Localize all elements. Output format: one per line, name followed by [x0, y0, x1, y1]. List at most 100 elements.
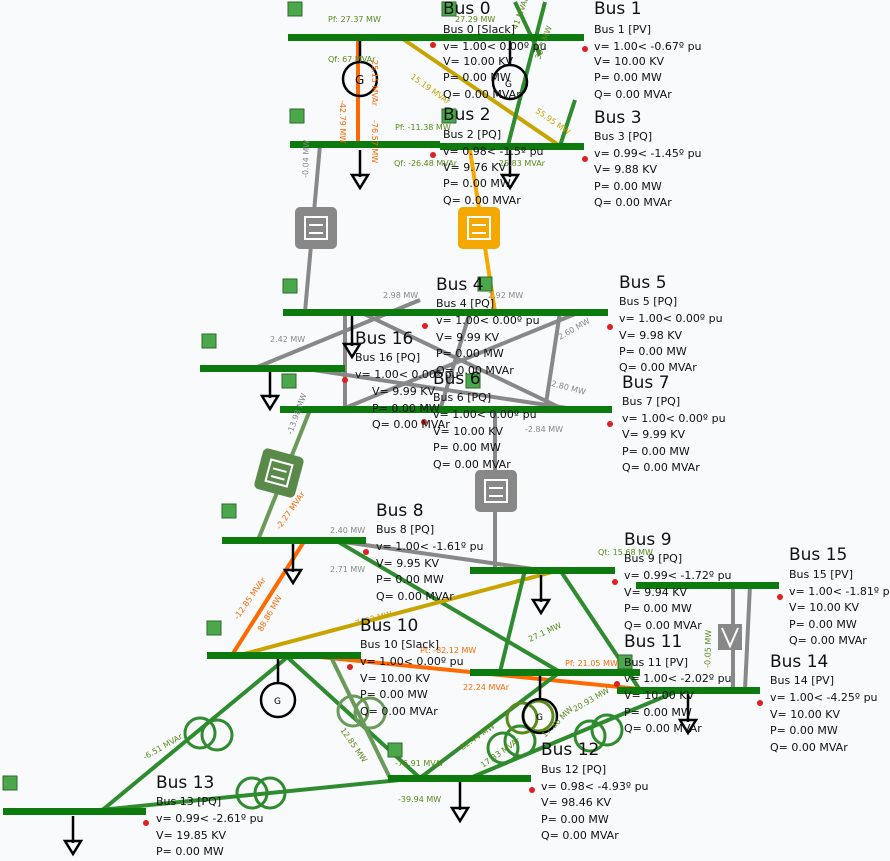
bus-bar-8[interactable]: [222, 537, 366, 544]
load-arrow-icon[interactable]: [499, 150, 521, 191]
generator-icon[interactable]: G: [341, 40, 379, 98]
status-marker: [363, 549, 369, 555]
transformer-circles-icon[interactable]: [183, 716, 234, 752]
bus-info: v= 1.00< 0.00º pu: [443, 40, 547, 53]
node-square[interactable]: [281, 373, 297, 389]
line-bus2-bus3-green[interactable]: [558, 99, 577, 147]
bus-bar-3[interactable]: [440, 143, 584, 150]
bus-info: Bus 10 [Slack]: [360, 638, 439, 651]
line-bus11-bus12[interactable]: [418, 670, 562, 780]
bus-info: P= 0.00 MW: [436, 347, 504, 360]
line-bus15-bus14-b[interactable]: [743, 584, 752, 691]
flow-label: Qf: -26.48 MVAr: [394, 159, 458, 168]
load-arrow-icon[interactable]: [282, 544, 304, 586]
bus-bar-2[interactable]: [290, 141, 440, 148]
load-arrow-icon[interactable]: [449, 782, 471, 824]
transformer-icon[interactable]: [295, 207, 337, 249]
load-arrow-icon[interactable]: [341, 316, 363, 360]
bus-info: v= 1.00< 0.00º pu: [433, 408, 537, 421]
bus-bar-11[interactable]: [470, 669, 640, 676]
bus-bar-12[interactable]: [388, 775, 531, 782]
bus-info: v= 0.98< -1.5º pu: [443, 145, 544, 158]
node-square[interactable]: [387, 742, 403, 758]
bus-bar-9[interactable]: [470, 567, 615, 574]
generator-icon[interactable]: G: [521, 675, 559, 735]
bus-info: v= 1.00< 0.00º pu: [360, 655, 464, 668]
bus-bar-1[interactable]: [440, 34, 584, 41]
bus-info: V= 9.94 KV: [624, 586, 687, 599]
node-square[interactable]: [465, 373, 481, 389]
line-bus0-bus3[interactable]: [398, 35, 562, 148]
bus-info: Bus 14 [PV]: [770, 674, 834, 687]
bus-title: Bus 4: [436, 275, 484, 295]
bus-bar-10[interactable]: [207, 652, 361, 659]
line-bus0-bus1-a[interactable]: [513, 1, 542, 56]
line-bus9-bus10[interactable]: [239, 568, 561, 657]
bus-bar-5[interactable]: [473, 309, 608, 316]
svg-text:G: G: [274, 697, 281, 707]
bus-info: P= 0.00 MW: [624, 706, 692, 719]
node-square[interactable]: [2, 775, 18, 791]
node-square[interactable]: [441, 108, 457, 124]
bus-title: Bus 10: [360, 616, 418, 636]
flow-label: 2.71 MW: [330, 565, 365, 574]
bus-bar-13[interactable]: [3, 808, 146, 815]
transformer-icon[interactable]: [253, 447, 304, 498]
bus-info: Bus 2 [PQ]: [443, 128, 501, 141]
line-bus10-bus12-b[interactable]: [328, 654, 392, 779]
transformer-circles-icon[interactable]: [486, 724, 537, 765]
transformer-icon[interactable]: [475, 470, 517, 512]
bus-title: Bus 3: [594, 108, 642, 128]
line-bus9-bus11-a[interactable]: [498, 569, 527, 673]
line-bus4-bus7[interactable]: [438, 311, 472, 411]
node-square[interactable]: [287, 1, 303, 17]
line-bus8-bus9[interactable]: [329, 538, 541, 572]
bus-bar-6[interactable]: [280, 406, 430, 413]
node-square[interactable]: [201, 333, 217, 349]
node-square[interactable]: [477, 276, 493, 292]
transformer-icon[interactable]: [458, 207, 500, 249]
load-arrow-icon[interactable]: [349, 150, 371, 191]
bus-bar-16[interactable]: [200, 365, 345, 372]
transformer-circles-icon[interactable]: [235, 776, 287, 810]
transformer-circles-icon[interactable]: [336, 694, 387, 730]
node-square[interactable]: [617, 654, 633, 670]
bus-info: V= 9.99 KV: [372, 385, 435, 398]
line-bus13-bus12[interactable]: [99, 776, 421, 812]
bus-bar-14[interactable]: [617, 687, 760, 694]
status-marker: [430, 152, 436, 158]
transformer-circles-icon[interactable]: [573, 713, 624, 753]
node-square[interactable]: [289, 108, 305, 124]
generator-icon[interactable]: G: [259, 657, 297, 719]
status-marker: [582, 156, 588, 162]
status-marker: [614, 681, 620, 687]
line-bus10-bus13[interactable]: [98, 653, 292, 814]
line-bus8-bus11[interactable]: [333, 538, 562, 674]
line-bus5-bus7[interactable]: [543, 311, 562, 411]
bus-info: v= 0.99< -2.61º pu: [156, 812, 264, 825]
bus-bar-15[interactable]: [636, 582, 779, 589]
status-marker: [757, 700, 763, 706]
flow-label: -2.84 MW: [525, 425, 563, 434]
flow-label: Pt: -82.12 MW: [420, 646, 476, 655]
bus-bar-0[interactable]: [288, 34, 440, 41]
bus-bar-7[interactable]: [430, 406, 612, 413]
line-bus5-bus16[interactable]: [339, 310, 581, 412]
load-arrow-icon[interactable]: [62, 816, 84, 857]
bus-info: Bus 13 [PQ]: [156, 795, 221, 808]
load-arrow-icon[interactable]: [530, 575, 552, 616]
line-bus1-bus2[interactable]: [506, 1, 547, 146]
load-arrow-icon[interactable]: [677, 694, 699, 736]
node-square[interactable]: [282, 278, 298, 294]
node-square[interactable]: [221, 503, 237, 519]
generator-icon[interactable]: G: [491, 40, 529, 101]
bus-info: Bus 9 [PQ]: [624, 552, 682, 565]
bus-bar-4[interactable]: [283, 309, 473, 316]
load-arrow-icon[interactable]: [259, 372, 281, 412]
node-square[interactable]: [206, 620, 222, 636]
status-marker: [143, 820, 149, 826]
switch-icon[interactable]: [718, 624, 742, 650]
flow-label: 27.29 MW: [455, 15, 495, 24]
node-square[interactable]: [441, 1, 457, 17]
